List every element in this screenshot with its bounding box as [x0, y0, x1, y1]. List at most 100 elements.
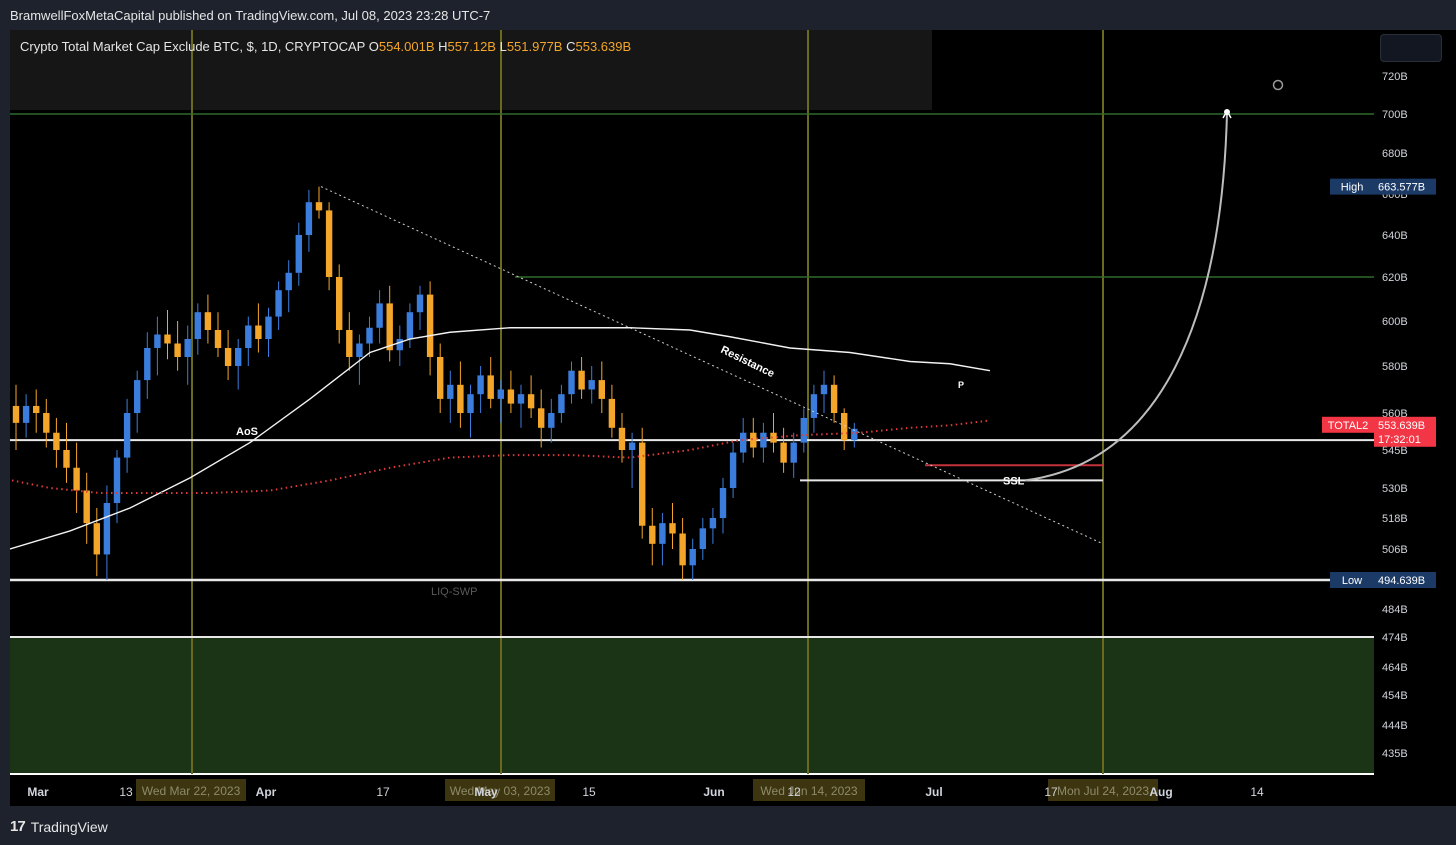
time-tick-label: 15	[582, 785, 596, 799]
candle-body	[830, 384, 838, 413]
price-tick-label: 518B	[1382, 513, 1408, 525]
time-tick-label: 13	[119, 785, 133, 799]
candle-body	[204, 312, 212, 330]
candle-body	[689, 549, 696, 566]
candle-body	[780, 442, 787, 463]
legend-part-3: H	[438, 39, 447, 54]
projection-arrow-curve	[1024, 111, 1228, 482]
chart-pane[interactable]: Crypto Total Market Cap Exclude BTC, $, …	[10, 30, 1374, 806]
candle-body	[295, 235, 302, 273]
candle-body	[396, 339, 403, 351]
last-price-value-bg	[1374, 416, 1436, 447]
candle-body	[588, 380, 595, 390]
date-badge-label: Wed Jun 14, 2023	[760, 784, 858, 798]
candle-body	[123, 413, 131, 458]
candle-body	[558, 394, 565, 413]
candle-body	[457, 384, 464, 413]
candle-body	[224, 348, 232, 366]
candle-body	[12, 405, 20, 423]
time-tick-label: 14	[1250, 785, 1264, 799]
last-price-value: 553.639B	[1378, 420, 1425, 432]
last-price-ticker-bg	[1322, 416, 1374, 433]
candle-body	[517, 394, 525, 404]
candle-body	[851, 428, 858, 441]
legend-part-6: 551.977B	[507, 39, 566, 54]
candle-body	[83, 490, 90, 524]
candle-body	[740, 432, 747, 453]
candle-body	[750, 432, 757, 448]
price-axis-svg: 720B700B680B660B640B620B600B580B560B545B…	[1322, 71, 1436, 760]
time-tick-label: Mar	[27, 785, 49, 799]
price-tick-label: 484B	[1382, 604, 1408, 616]
candle-body	[548, 413, 555, 428]
price-tick-label: 435B	[1382, 748, 1408, 760]
tradingview-logo-icon: 17	[10, 818, 26, 835]
candle-body	[386, 303, 393, 351]
clock-icon	[1272, 79, 1284, 91]
price-tick-label: 545B	[1382, 445, 1408, 457]
low-badge-label-bg	[1330, 572, 1374, 588]
candle-body	[305, 202, 313, 235]
candle-body	[669, 523, 676, 534]
candle-body	[164, 334, 171, 344]
candle-body	[729, 452, 737, 488]
candle-body	[285, 272, 292, 291]
candle-body	[719, 488, 727, 518]
candle-body	[709, 518, 717, 529]
candle-body	[467, 394, 474, 413]
candle-body	[608, 398, 616, 428]
candle-body	[376, 303, 383, 328]
price-tick-label: 474B	[1382, 632, 1408, 644]
candle-body	[770, 432, 777, 443]
legend-part-4: 557.12B	[448, 39, 500, 54]
projection-arrowhead	[1222, 109, 1232, 119]
candle-body	[144, 348, 151, 381]
candle-body	[235, 348, 242, 366]
candle-body	[487, 375, 494, 399]
price-tick-label: 680B	[1382, 148, 1408, 160]
candle-body	[699, 528, 706, 549]
publish-info: BramwellFoxMetaCapital published on Trad…	[10, 8, 491, 23]
legend-part-0: Crypto Total Market Cap Exclude BTC, $, …	[20, 39, 369, 54]
candle-body	[447, 384, 454, 399]
candle-body	[659, 523, 666, 544]
candle-body	[760, 432, 767, 448]
candle-body	[649, 525, 656, 544]
legend-part-8: 553.639B	[575, 39, 631, 54]
time-tick-label: Jul	[925, 785, 942, 799]
toolbar-button[interactable]	[1380, 34, 1442, 62]
candle-body	[73, 467, 80, 491]
time-tick-label: Aug	[1149, 785, 1172, 799]
candle-body	[366, 327, 373, 344]
price-tick-label: 700B	[1382, 109, 1408, 121]
annotation-liq-swp: LIQ-SWP	[431, 586, 477, 598]
price-tick-label: 620B	[1382, 272, 1408, 284]
candle-body	[93, 523, 100, 555]
candle-body	[406, 312, 414, 339]
legend-part-1: O	[369, 39, 379, 54]
price-tick-label: 580B	[1382, 361, 1408, 373]
candle-body	[578, 370, 585, 390]
price-chart[interactable]: Crypto Total Market Cap Exclude BTC, $, …	[10, 30, 1374, 806]
low-badge-label: Low	[1342, 575, 1362, 587]
candle-body	[194, 312, 201, 339]
annotation-resistance: Resistance	[719, 344, 776, 380]
annotation-p: P	[958, 380, 964, 390]
candle-body	[426, 294, 434, 357]
date-badge-bg	[445, 779, 555, 801]
candle-body	[184, 339, 191, 357]
candle-body	[790, 442, 797, 463]
high-badge-value-bg	[1374, 178, 1436, 195]
candle-body	[22, 405, 30, 423]
price-axis[interactable]: 720B 700B 680B 660B 640B 620B 600B 580B 560B 545B…	[1322, 30, 1456, 806]
time-tick-label: 17	[1044, 785, 1058, 799]
candle-body	[134, 380, 141, 413]
candle-body	[437, 357, 444, 399]
candle-body	[325, 210, 333, 277]
candle-body	[679, 533, 686, 566]
legend-part-5: L	[500, 39, 507, 54]
low-badge-value: 494.639B	[1378, 575, 1425, 587]
date-badge-label: Mon Jul 24, 2023	[1057, 784, 1149, 798]
candle-body	[33, 405, 40, 413]
high-badge-label-bg	[1330, 178, 1374, 195]
